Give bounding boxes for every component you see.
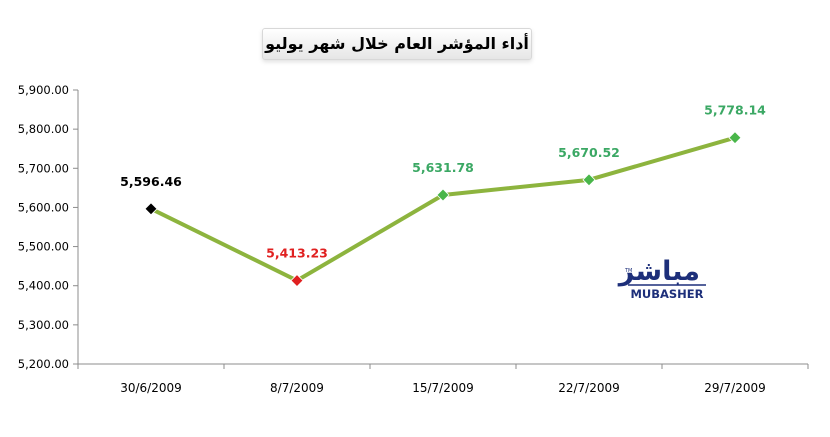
y-tick-label: 5,300.00 xyxy=(18,318,69,332)
data-label: 5,670.52 xyxy=(558,145,620,160)
y-tick-label: 5,500.00 xyxy=(18,240,69,254)
mubasher-logo: TM مباشر MUBASHER xyxy=(617,256,706,301)
data-label: 5,596.46 xyxy=(120,174,182,189)
y-tick-label: 5,700.00 xyxy=(18,161,69,175)
y-tick-label: 5,900.00 xyxy=(18,83,69,97)
chart-axes xyxy=(77,90,808,365)
y-tick-label: 5,800.00 xyxy=(18,122,69,136)
y-axis-ticks: 5,200.00 5,300.00 5,400.00 5,500.00 5,600.00… xyxy=(18,83,78,371)
x-tick-label: 15/7/2009 xyxy=(412,381,474,395)
data-label: 5,413.23 xyxy=(266,246,328,261)
x-axis-ticks: 30/6/2009 8/7/2009 15/7/2009 22/7/2009 29/7/… xyxy=(77,364,809,395)
logo-latin: MUBASHER xyxy=(630,287,703,301)
data-label: 5,778.14 xyxy=(704,103,766,118)
data-point-marker xyxy=(290,273,304,288)
data-labels: 5,596.46 5,413.23 5,631.78 5,670.52 5,778.14 xyxy=(120,103,766,261)
logo-arabic: مباشر xyxy=(617,256,700,287)
x-tick-label: 22/7/2009 xyxy=(558,381,620,395)
logo-tm-mark: TM xyxy=(624,268,632,274)
data-point-marker xyxy=(728,131,742,145)
x-tick-label: 29/7/2009 xyxy=(704,381,766,395)
data-label: 5,631.78 xyxy=(412,160,474,175)
y-tick-label: 5,600.00 xyxy=(18,200,69,214)
data-point-marker xyxy=(436,188,450,202)
chart-title: أداء المؤشر العام خلال شهر يوليو xyxy=(262,28,532,60)
x-tick-label: 8/7/2009 xyxy=(270,381,324,395)
y-tick-label: 5,400.00 xyxy=(18,279,69,293)
y-tick-label: 5,200.00 xyxy=(18,357,69,371)
x-tick-label: 30/6/2009 xyxy=(120,381,182,395)
data-points xyxy=(144,131,742,288)
data-point-marker xyxy=(144,202,158,216)
data-point-marker xyxy=(582,173,596,187)
